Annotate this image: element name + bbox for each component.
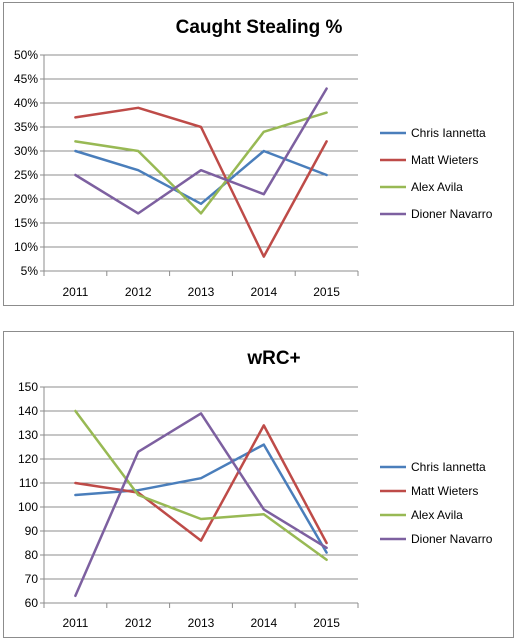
y-tick-label: 45% <box>14 72 38 86</box>
y-tick-label: 20% <box>14 192 38 206</box>
y-tick-label: 30% <box>14 144 38 158</box>
y-tick-label: 110 <box>19 476 38 490</box>
caught-stealing-chart-svg: Caught Stealing % 5% 10% 15% 20% 25% 30% 35% 40%… <box>14 17 493 299</box>
series-line-chris-iannetta <box>74 443 328 554</box>
series-line-alex-avila <box>74 111 328 215</box>
legend-label-chris-iannetta: Chris Iannetta <box>411 460 486 474</box>
y-tick-label: 150 <box>18 380 38 394</box>
series-line-alex-avila <box>74 409 328 562</box>
y-tick-label: 140 <box>18 404 38 418</box>
legend-label-matt-wieters: Matt Wieters <box>411 484 478 498</box>
wrc-plus-chart-svg: wRC+ 60 70 80 90 100 110 120 130 140 150 2011 2012 20… <box>18 348 493 630</box>
chart-title: wRC+ <box>246 348 300 369</box>
x-tick-label: 2012 <box>125 285 152 299</box>
legend-label-matt-wieters: Matt Wieters <box>411 153 478 167</box>
caught-stealing-chart: Caught Stealing % 5% 10% 15% 20% 25% 30% 35% 40%… <box>3 2 514 306</box>
x-tick-label: 2014 <box>250 616 277 630</box>
legend-label-chris-iannetta: Chris Iannetta <box>411 126 486 140</box>
y-tick-label: 100 <box>18 500 38 514</box>
x-tick-label: 2015 <box>313 616 340 630</box>
y-tick-label: 70 <box>25 572 39 586</box>
y-tick-label: 120 <box>18 452 38 466</box>
x-tick-label: 2013 <box>188 616 215 630</box>
y-tick-label: 25% <box>14 168 38 182</box>
y-tick-label: 130 <box>18 428 38 442</box>
y-tick-label: 10% <box>14 240 38 254</box>
series-line-dioner-navarro <box>74 412 328 598</box>
y-tick-label: 40% <box>14 96 38 110</box>
y-tick-label: 80 <box>25 548 39 562</box>
legend-label-alex-avila: Alex Avila <box>411 508 463 522</box>
chart-title: Caught Stealing % <box>176 17 343 38</box>
x-tick-label: 2012 <box>125 616 152 630</box>
legend-label-dioner-navarro: Dioner Navarro <box>411 532 493 546</box>
x-tick-label: 2013 <box>188 285 215 299</box>
x-tick-label: 2011 <box>62 285 88 299</box>
y-tick-label: 15% <box>14 216 38 230</box>
y-tick-label: 60 <box>25 596 39 610</box>
series-line-matt-wieters <box>74 106 328 258</box>
y-tick-label: 90 <box>25 524 39 538</box>
series-line-matt-wieters <box>74 424 328 545</box>
x-tick-label: 2015 <box>313 285 340 299</box>
x-tick-label: 2014 <box>250 285 277 299</box>
wrc-plus-chart: wRC+ 60 70 80 90 100 110 120 130 140 150 2011 2012 20… <box>3 331 514 638</box>
series-line-chris-iannetta <box>74 149 328 206</box>
y-tick-label: 50% <box>14 48 38 62</box>
y-tick-label: 5% <box>21 264 39 278</box>
y-tick-label: 35% <box>14 120 38 134</box>
x-tick-label: 2011 <box>62 616 88 630</box>
legend-label-dioner-navarro: Dioner Navarro <box>411 207 493 221</box>
series-line-dioner-navarro <box>74 87 328 215</box>
legend-label-alex-avila: Alex Avila <box>411 180 463 194</box>
